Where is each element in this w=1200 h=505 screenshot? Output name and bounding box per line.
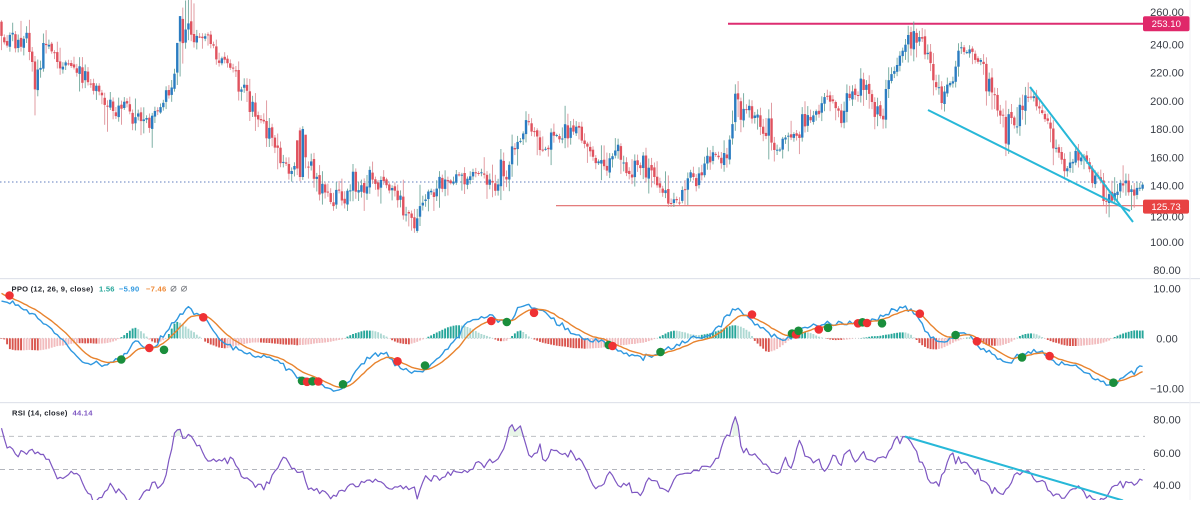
svg-text:1.56: 1.56 [99,284,115,293]
svg-text:60.00: 60.00 [1153,448,1181,460]
svg-text:140.00: 140.00 [1150,181,1184,193]
svg-text:PPO (12, 26, 9, close): PPO (12, 26, 9, close) [12,284,94,293]
svg-text:180.00: 180.00 [1150,124,1184,136]
svg-text:240.00: 240.00 [1150,39,1184,51]
svg-text:125.73: 125.73 [1151,202,1180,213]
svg-text:100.00: 100.00 [1150,237,1184,249]
svg-text:10.00: 10.00 [1153,283,1181,295]
svg-text:0.00: 0.00 [1156,333,1177,345]
svg-text:−7.46: −7.46 [146,284,166,293]
svg-text:−5.90: −5.90 [119,284,139,293]
svg-text:RSI (14, close): RSI (14, close) [12,409,68,418]
svg-text:80.00: 80.00 [1153,265,1181,277]
svg-text:160.00: 160.00 [1150,152,1184,164]
svg-text:44.14: 44.14 [73,409,94,418]
svg-text:220.00: 220.00 [1150,68,1184,80]
svg-text:−10.00: −10.00 [1150,383,1184,395]
svg-text:40.00: 40.00 [1153,480,1181,492]
svg-text:80.00: 80.00 [1153,415,1181,427]
svg-text:253.10: 253.10 [1152,19,1181,30]
svg-text:200.00: 200.00 [1150,96,1184,108]
